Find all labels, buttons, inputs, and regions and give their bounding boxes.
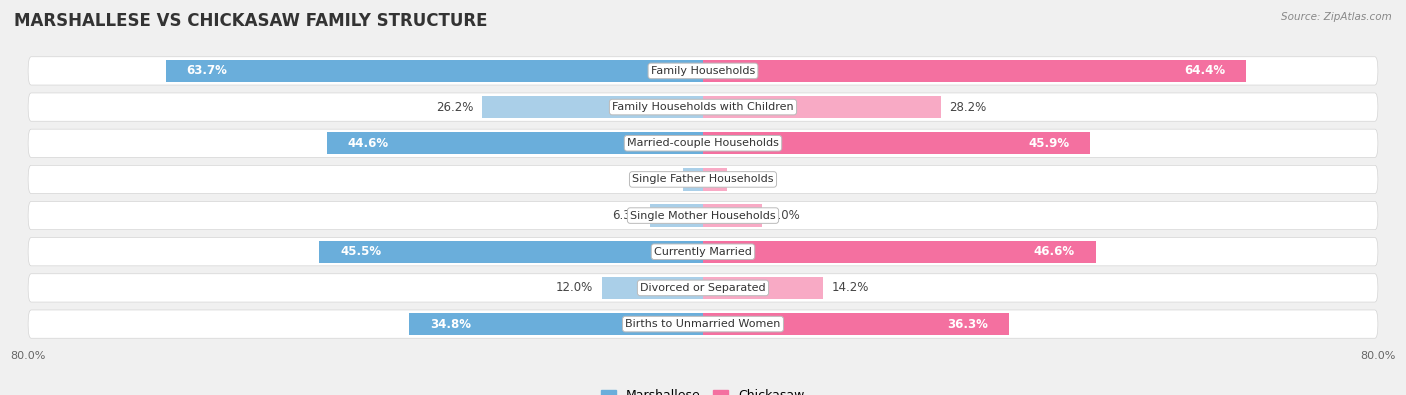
Text: Births to Unmarried Women: Births to Unmarried Women — [626, 319, 780, 329]
Text: Married-couple Households: Married-couple Households — [627, 138, 779, 148]
Bar — [703, 204, 762, 227]
Text: 80.0%: 80.0% — [10, 351, 46, 361]
Text: 45.9%: 45.9% — [1028, 137, 1069, 150]
Text: 36.3%: 36.3% — [948, 318, 988, 331]
Text: 2.4%: 2.4% — [644, 173, 675, 186]
Bar — [703, 132, 1090, 154]
Bar — [326, 132, 703, 154]
Text: 2.8%: 2.8% — [735, 173, 765, 186]
Text: 64.4%: 64.4% — [1184, 64, 1225, 77]
Bar — [703, 60, 1246, 82]
FancyBboxPatch shape — [28, 238, 1378, 266]
Bar — [703, 96, 941, 118]
Bar — [703, 168, 727, 191]
Text: Currently Married: Currently Married — [654, 247, 752, 257]
Text: 34.8%: 34.8% — [430, 318, 471, 331]
Text: 14.2%: 14.2% — [831, 281, 869, 294]
Bar — [703, 313, 1010, 335]
Text: 6.3%: 6.3% — [612, 209, 641, 222]
Text: 46.6%: 46.6% — [1033, 245, 1076, 258]
FancyBboxPatch shape — [28, 57, 1378, 85]
Bar — [166, 60, 703, 82]
Bar — [683, 168, 703, 191]
Text: 7.0%: 7.0% — [770, 209, 800, 222]
FancyBboxPatch shape — [28, 310, 1378, 338]
FancyBboxPatch shape — [28, 201, 1378, 229]
Legend: Marshallese, Chickasaw: Marshallese, Chickasaw — [596, 384, 810, 395]
Text: 45.5%: 45.5% — [340, 245, 381, 258]
Bar — [703, 241, 1097, 263]
Text: 44.6%: 44.6% — [347, 137, 389, 150]
Text: Family Households: Family Households — [651, 66, 755, 76]
Bar — [319, 241, 703, 263]
Bar — [409, 313, 703, 335]
Text: 28.2%: 28.2% — [949, 101, 987, 114]
Text: 26.2%: 26.2% — [436, 101, 474, 114]
Text: Source: ZipAtlas.com: Source: ZipAtlas.com — [1281, 12, 1392, 22]
Text: MARSHALLESE VS CHICKASAW FAMILY STRUCTURE: MARSHALLESE VS CHICKASAW FAMILY STRUCTUR… — [14, 12, 488, 30]
FancyBboxPatch shape — [28, 274, 1378, 302]
Bar — [602, 277, 703, 299]
FancyBboxPatch shape — [28, 93, 1378, 121]
Bar — [650, 204, 703, 227]
FancyBboxPatch shape — [28, 129, 1378, 157]
Text: 80.0%: 80.0% — [1360, 351, 1396, 361]
Text: Single Mother Households: Single Mother Households — [630, 211, 776, 220]
Text: 12.0%: 12.0% — [557, 281, 593, 294]
Bar — [482, 96, 703, 118]
Text: 63.7%: 63.7% — [187, 64, 228, 77]
Text: Single Father Households: Single Father Households — [633, 175, 773, 184]
FancyBboxPatch shape — [28, 166, 1378, 194]
Text: Family Households with Children: Family Households with Children — [612, 102, 794, 112]
Text: Divorced or Separated: Divorced or Separated — [640, 283, 766, 293]
Bar — [703, 277, 823, 299]
